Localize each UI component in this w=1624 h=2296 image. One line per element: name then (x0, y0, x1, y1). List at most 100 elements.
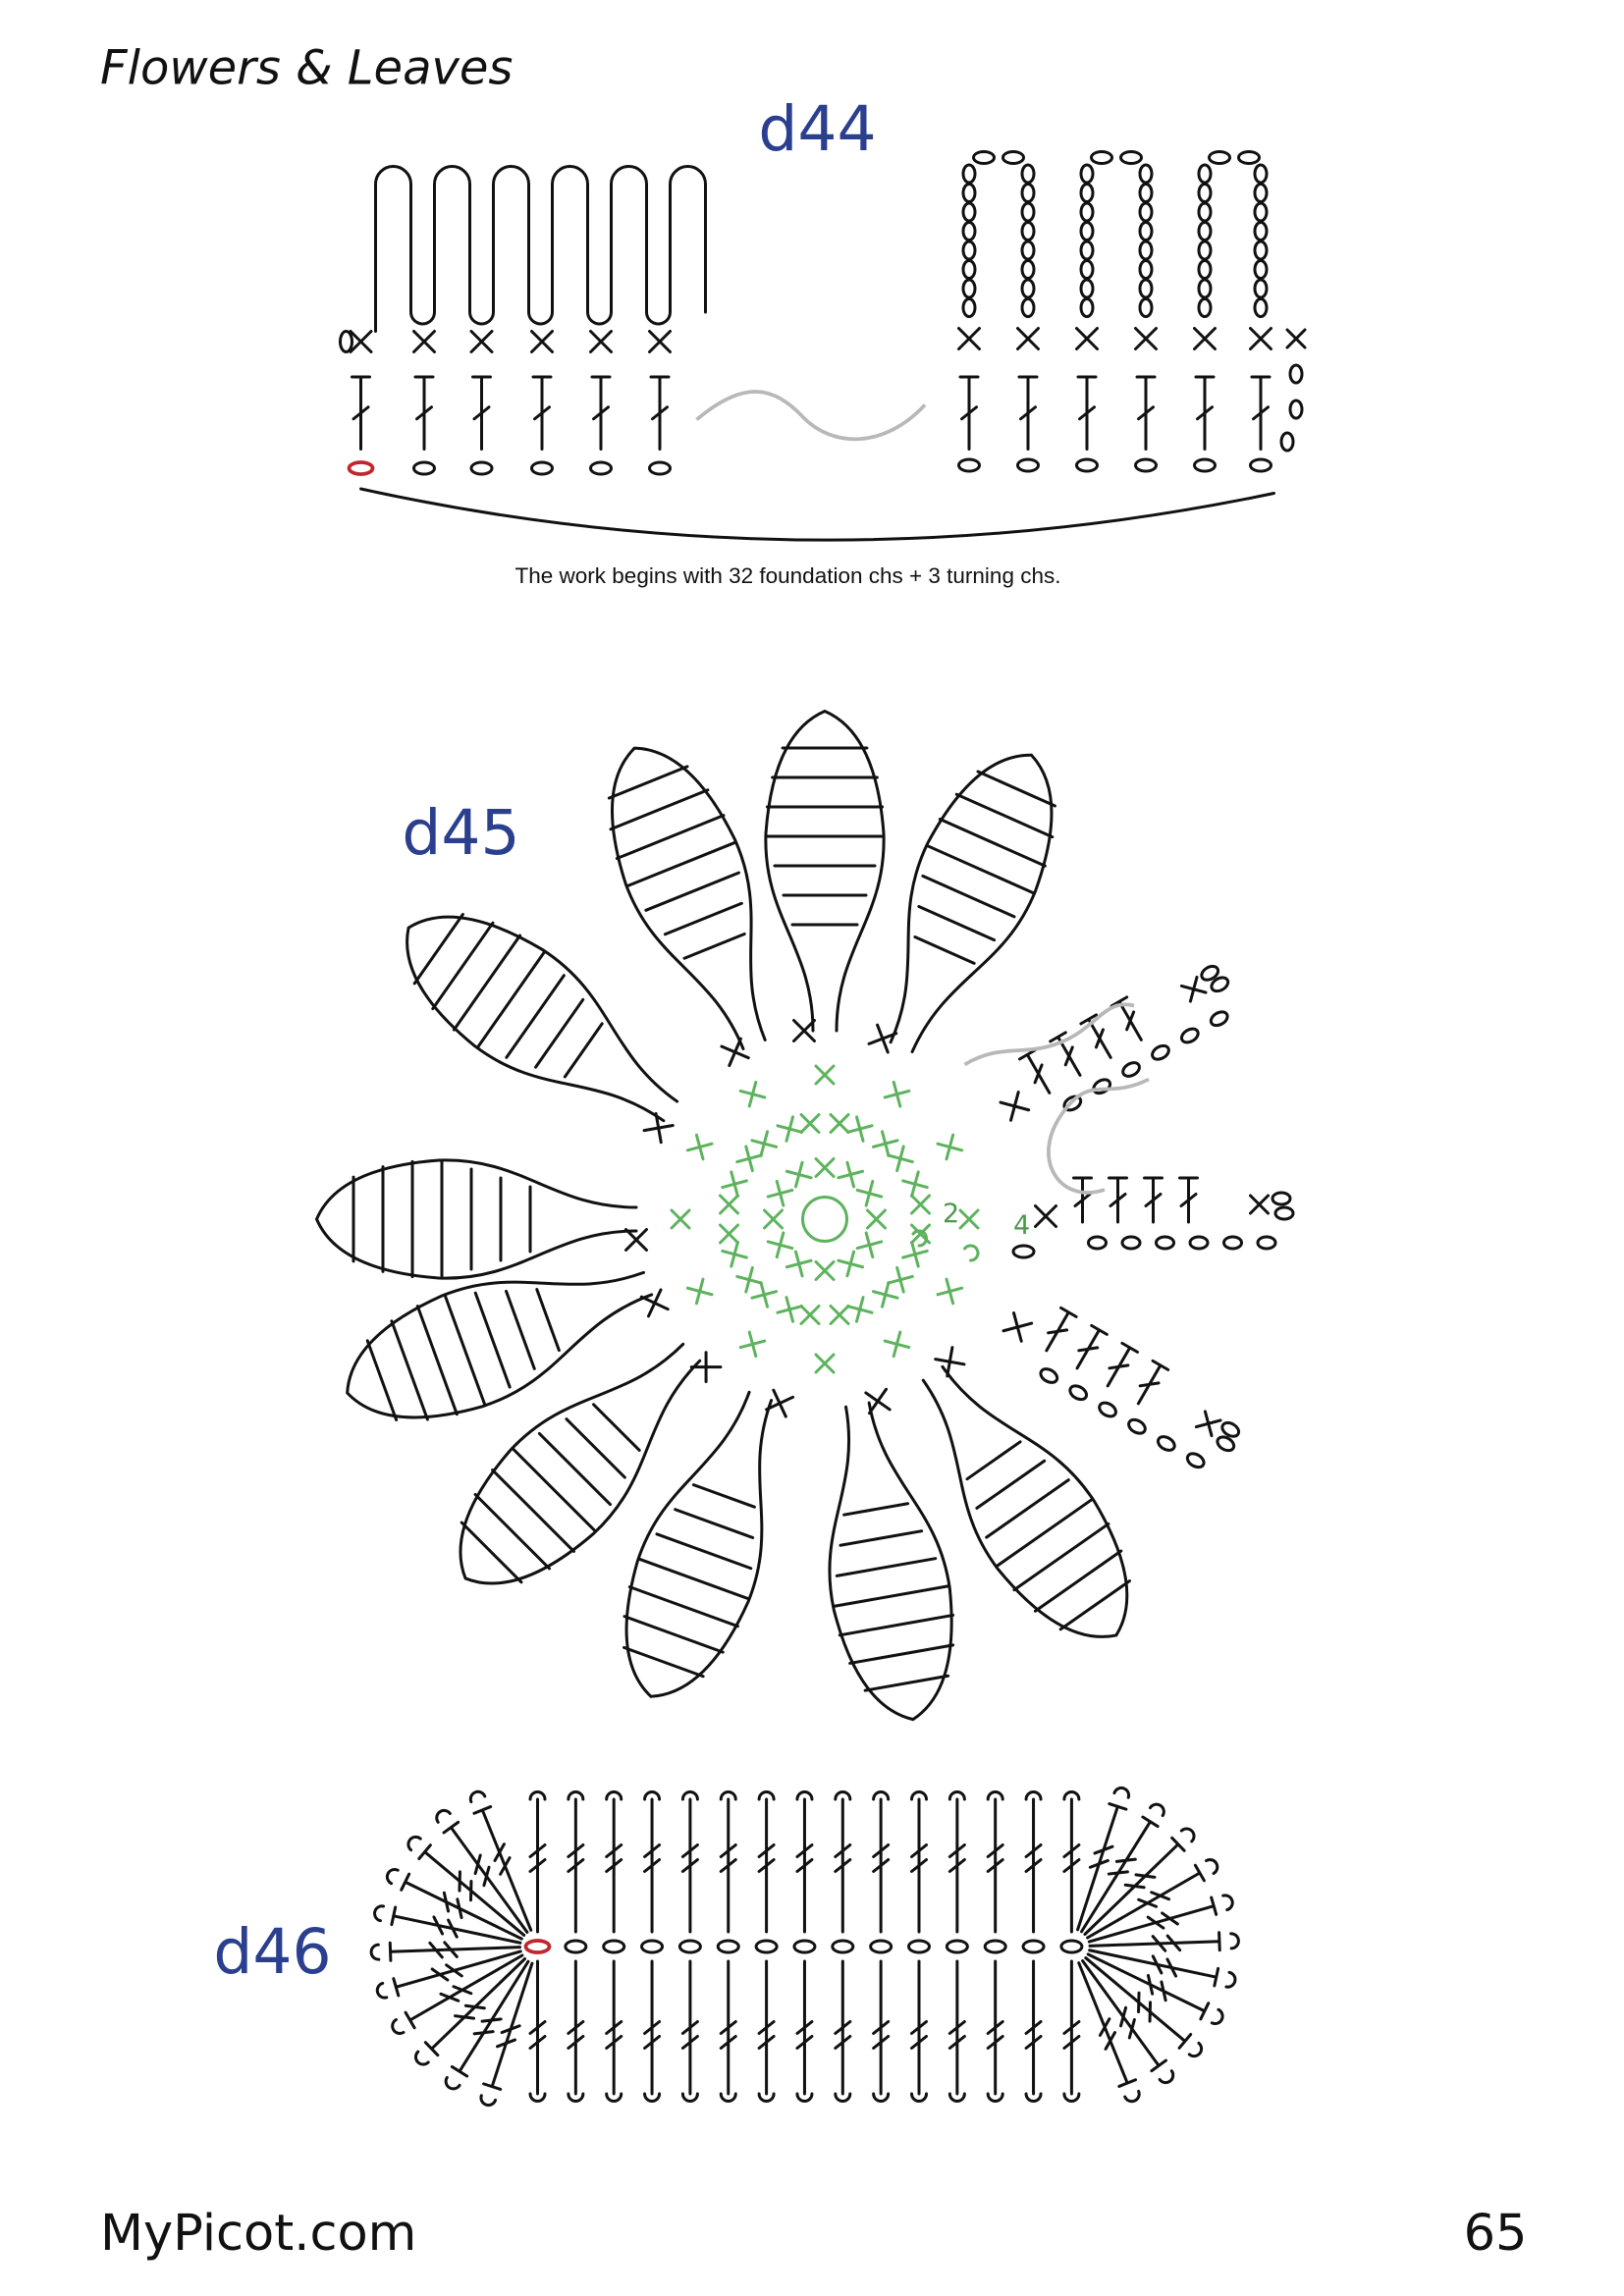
chain-stitch (1271, 1191, 1292, 1206)
tr-stitch (1086, 1863, 1206, 1940)
chain-stitch (412, 460, 436, 476)
sc-stitch (855, 1231, 884, 1259)
petal-outline (611, 746, 767, 1050)
chain-stitch (945, 1939, 969, 1954)
sc-stitch (1034, 1204, 1057, 1228)
tr-stitch (643, 1797, 662, 1934)
dc-stitch (351, 375, 371, 451)
tr-stitch (442, 1820, 529, 1934)
stitch-row (1034, 1176, 1295, 1251)
dc-stitch (413, 375, 435, 451)
petal (828, 1387, 955, 1722)
petal-bar (917, 904, 997, 942)
chain-stitch (1090, 150, 1113, 165)
hook (680, 2092, 699, 2103)
petal-bar (505, 974, 566, 1059)
tr-stitch (1062, 1959, 1081, 2096)
petal-bar (863, 1674, 950, 1692)
petal-bar (535, 1288, 561, 1353)
sc-stitch (901, 1240, 929, 1268)
sc-stitch (799, 1113, 821, 1134)
petal-bar (842, 1502, 910, 1517)
tr-stitch (392, 1949, 522, 1998)
petal-bar (674, 1508, 755, 1539)
tr-stitch (719, 1797, 737, 1934)
tr-stitch (757, 1797, 776, 1934)
chain-stitch (869, 1939, 893, 1954)
hook (1123, 2089, 1141, 2104)
chain-stitch (1253, 278, 1269, 299)
hook (1229, 1932, 1240, 1950)
sc-stitch (1194, 1410, 1222, 1438)
chain-stitch (1220, 1420, 1241, 1438)
chain-stitch (1079, 259, 1095, 280)
foundation-arc (359, 487, 1275, 542)
petal-bar (832, 1584, 951, 1608)
petal-bar (976, 770, 1056, 808)
spoke (837, 1250, 911, 1359)
tr-stitch (404, 1953, 524, 2030)
chain-stitch (1020, 183, 1036, 203)
sc-stitch (719, 1194, 739, 1215)
petal-bar (636, 1557, 751, 1601)
join-wave (1047, 1077, 1150, 1195)
chain-stitch (754, 1939, 779, 1954)
chain-stitch (983, 1939, 1007, 1954)
petal-bar (607, 765, 689, 800)
spoke (799, 1260, 850, 1374)
chain-stitch (1253, 297, 1269, 318)
chain-stitch (523, 1939, 552, 1954)
chain-stitch (1079, 163, 1095, 185)
petal-bar (473, 1291, 512, 1389)
chain-stitch (1237, 150, 1261, 165)
tr-stitch (423, 1957, 527, 2057)
hook (910, 1790, 928, 1801)
sc-stitch (936, 1133, 964, 1161)
hook (468, 1789, 487, 1804)
petal-bar (644, 871, 740, 912)
chain-stitch (1079, 240, 1095, 261)
tr-stitch (680, 1797, 699, 1934)
hook (911, 1229, 980, 1262)
sc-stitch (1249, 327, 1272, 350)
hook (435, 1808, 452, 1824)
chain-stitch (831, 1939, 855, 1954)
petal-bar (623, 1615, 725, 1654)
diagram-label: d44 (758, 93, 876, 165)
tr-stitch (986, 1959, 1004, 2096)
chain-stitch (1059, 1939, 1084, 1954)
sc-stitch (883, 1080, 911, 1108)
chain-stitch (1197, 278, 1213, 299)
hook (1224, 1970, 1237, 1989)
chain-stitch (1197, 183, 1213, 203)
fan-stitch (1088, 1931, 1240, 1952)
tr-stitch (872, 1959, 891, 2096)
spoke (738, 1080, 813, 1189)
chain-stitch (602, 1939, 626, 1954)
hook (1062, 1790, 1081, 1801)
sc-stitch (871, 1281, 899, 1308)
fan-stitch (373, 1904, 522, 1945)
sc-stitch (792, 1019, 816, 1042)
sc-stitch (829, 1113, 850, 1134)
chain-stitch (961, 278, 977, 299)
sc-stitch (719, 1223, 739, 1245)
chain-stitch (1138, 278, 1154, 299)
sc-stitch (814, 1064, 836, 1086)
dc-stitch (1143, 1176, 1164, 1224)
tr-stitch (1076, 1802, 1128, 1932)
sc-stitch (871, 1130, 899, 1157)
fan-stitch (1086, 1952, 1224, 2025)
fan-stitch (1084, 1956, 1204, 2058)
chain-stitch (1253, 259, 1269, 280)
fan-stitch (468, 1789, 533, 1932)
chain-stitch (1253, 163, 1269, 185)
hook (680, 1790, 699, 1801)
hook (1024, 2092, 1043, 2103)
dc-stitch (1072, 1176, 1093, 1224)
gap-wave (695, 390, 927, 442)
chain-stitch (1087, 1235, 1108, 1251)
chain-stitch (1020, 297, 1036, 318)
dc-stitch (649, 375, 671, 451)
